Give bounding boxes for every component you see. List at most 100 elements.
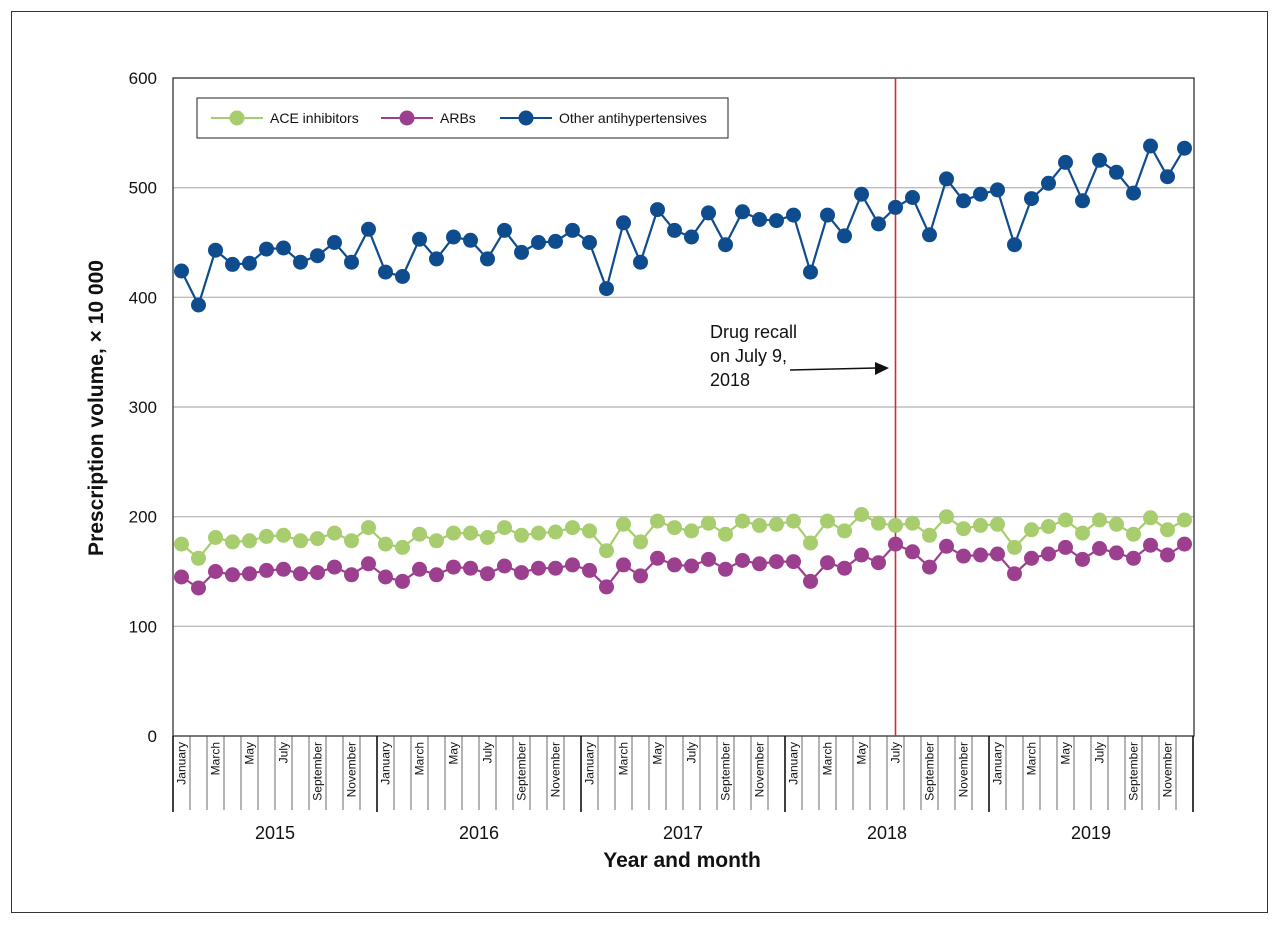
data-point (1092, 152, 1107, 168)
month-label: July (481, 742, 495, 763)
data-point (1007, 237, 1022, 253)
data-point (565, 222, 580, 238)
data-point (480, 251, 495, 267)
data-point (378, 536, 393, 552)
data-point (820, 513, 835, 529)
data-point (344, 533, 359, 549)
data-point (548, 560, 563, 576)
data-point (1177, 536, 1192, 552)
data-point (174, 263, 189, 279)
data-point (803, 573, 818, 589)
data-point (956, 521, 971, 537)
month-label: March (209, 742, 223, 775)
plot-border (172, 77, 1195, 737)
data-point (582, 235, 597, 250)
data-point (174, 536, 189, 552)
data-point (1160, 522, 1175, 538)
data-point (1075, 525, 1090, 541)
recall-annotation: Drug recall on July 9, 2018 (710, 322, 889, 390)
data-point (276, 527, 291, 543)
data-point (599, 579, 614, 595)
data-point (803, 264, 818, 280)
data-point (905, 190, 920, 205)
data-point (616, 215, 631, 231)
series-1 (174, 536, 1192, 596)
data-point (1041, 519, 1056, 534)
data-point (820, 555, 835, 571)
year-label-2019: 2019 (1071, 823, 1111, 843)
data-point (310, 248, 325, 264)
month-label: March (1025, 742, 1039, 775)
data-point (259, 241, 274, 257)
data-point (939, 509, 954, 525)
y-tick-label-200: 200 (129, 508, 157, 527)
data-point (939, 171, 954, 187)
data-point (293, 254, 308, 270)
data-point (293, 533, 308, 549)
data-point (208, 242, 223, 258)
data-point (429, 251, 444, 267)
data-point (905, 515, 920, 531)
data-point (684, 229, 699, 245)
data-point (565, 520, 580, 536)
data-point (990, 182, 1005, 198)
data-point (888, 199, 903, 215)
data-point (1160, 169, 1175, 185)
data-point (327, 525, 342, 541)
data-point (174, 569, 189, 585)
data-point (684, 523, 699, 539)
data-point (242, 533, 257, 549)
data-point (531, 235, 546, 250)
series-0 (174, 507, 1192, 566)
data-point (548, 524, 563, 540)
data-point (582, 523, 597, 539)
data-point (599, 281, 614, 297)
data-point (1075, 193, 1090, 209)
data-point (854, 507, 869, 522)
data-point (939, 538, 954, 554)
data-point (871, 216, 886, 232)
data-point (446, 525, 461, 541)
data-point (1058, 512, 1073, 528)
data-point (667, 520, 682, 536)
month-label: May (447, 742, 461, 765)
data-point (769, 516, 784, 532)
data-point (650, 513, 665, 529)
data-point (1058, 154, 1073, 170)
month-label: September (923, 742, 937, 801)
data-point (514, 565, 529, 581)
data-point (548, 233, 563, 249)
data-point (667, 557, 682, 573)
month-label: September (719, 742, 733, 801)
data-point (973, 186, 988, 202)
data-point (1092, 541, 1107, 556)
data-point (514, 527, 529, 543)
data-point (667, 222, 682, 238)
data-point (565, 557, 580, 573)
data-point (616, 557, 631, 573)
data-point (769, 554, 784, 570)
month-label: May (855, 742, 869, 765)
data-point (769, 213, 784, 229)
data-point (412, 231, 427, 247)
data-point (208, 530, 223, 545)
data-point (1007, 539, 1022, 555)
data-point (344, 254, 359, 270)
data-point (1024, 191, 1039, 207)
data-point (429, 533, 444, 549)
data-point (191, 297, 206, 313)
legend-marker-arbs (399, 110, 415, 126)
data-point (497, 520, 512, 536)
data-point (871, 515, 886, 531)
data-point (701, 205, 716, 221)
annotation-line-2: on July 9, (710, 346, 787, 366)
month-label: November (549, 742, 563, 797)
data-point (378, 569, 393, 585)
data-point (446, 229, 461, 245)
data-point (854, 547, 869, 563)
data-point (1041, 546, 1056, 562)
month-label: September (515, 742, 529, 801)
data-point (973, 517, 988, 533)
month-label: January (175, 742, 189, 785)
data-point (395, 539, 410, 555)
